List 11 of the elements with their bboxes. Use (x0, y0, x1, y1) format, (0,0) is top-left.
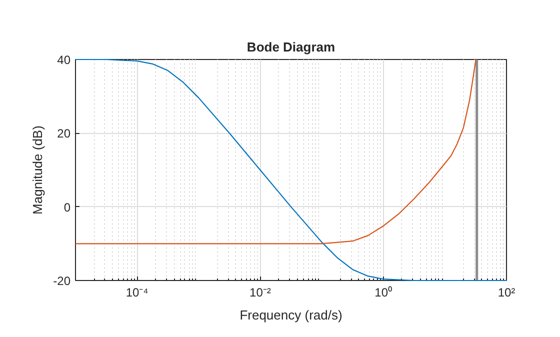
y-axis-title: Magnitude (dB) (30, 126, 46, 214)
x-tick-label: 10⁻⁴ (126, 286, 148, 300)
y-tick-label: 20 (57, 126, 71, 141)
chart-title: Bode Diagram (246, 40, 336, 54)
y-tick-label: 0 (64, 200, 71, 214)
x-tick-label: 10² (498, 286, 516, 300)
x-axis-title: Frequency (rad/s) (240, 308, 342, 322)
x-tick-label: 10⁻² (250, 286, 271, 300)
y-tick-label: -20 (53, 274, 71, 288)
x-tick-label: 10⁰ (374, 286, 392, 300)
y-tick-label: 40 (57, 53, 71, 67)
